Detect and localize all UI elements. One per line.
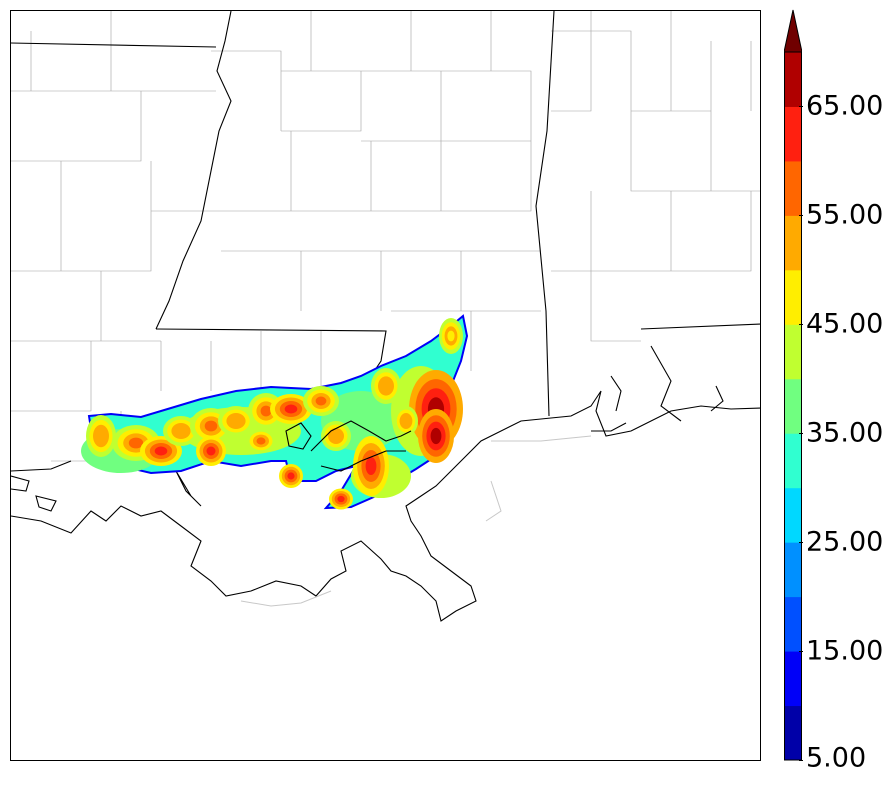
radar-storm-cells <box>81 318 463 510</box>
colorbar-segment <box>784 215 802 271</box>
colorbar-segment <box>784 542 802 598</box>
colorbar-tick-label: 45.00 <box>806 308 884 340</box>
radar-cell-core <box>331 431 341 441</box>
county-borders <box>11 11 760 462</box>
colorbar-segment <box>784 160 802 216</box>
colorbar-canvas <box>783 9 803 761</box>
colorbar-tick-label: 25.00 <box>806 526 884 558</box>
colorbar-tick-mark <box>799 651 803 653</box>
colorbar-segment <box>784 487 802 543</box>
colorbar-segment <box>784 651 802 707</box>
map-panel <box>10 10 761 761</box>
colorbar-tick-mark <box>799 542 803 544</box>
colorbar-segment <box>784 433 802 489</box>
radar-cell-core <box>337 495 345 503</box>
colorbar-segment <box>784 106 802 162</box>
radar-cell-core <box>96 429 106 443</box>
state-borders <box>11 11 760 472</box>
colorbar-segment <box>784 52 802 107</box>
lake-outline <box>285 420 412 472</box>
colorbar-tick-mark <box>799 215 803 217</box>
radar-cell-core <box>204 420 218 432</box>
radar-cell-core <box>206 446 216 456</box>
radar-cell-core <box>128 437 144 449</box>
colorbar-tick-label: 65.00 <box>806 90 884 122</box>
colorbar-tick-label: 35.00 <box>806 417 884 449</box>
map-canvas <box>11 11 760 622</box>
radar-reflectivity-field <box>81 314 469 510</box>
radar-cell-core <box>381 380 391 392</box>
shoals <box>240 435 592 607</box>
radar-cell-core <box>256 437 266 445</box>
colorbar-segment <box>784 596 802 652</box>
colorbar-tick-mark <box>799 324 803 326</box>
colorbar-segment <box>784 378 802 434</box>
colorbar <box>783 8 803 762</box>
radar-cell-core <box>284 404 298 414</box>
radar-cell-core <box>430 427 442 445</box>
radar-cell-core <box>260 405 272 417</box>
colorbar-outline <box>784 51 802 761</box>
colorbar-tick-label: 15.00 <box>806 635 884 667</box>
radar-cell-core <box>402 416 410 426</box>
radar-cell-core <box>175 426 187 436</box>
coastline <box>11 345 760 622</box>
radar-cell-core <box>315 396 327 406</box>
radar-cell-core <box>154 446 168 456</box>
colorbar-segment <box>784 324 802 380</box>
radar-cell-core <box>230 416 242 426</box>
radar-cell-core <box>365 457 377 475</box>
colorbar-tick-mark <box>799 760 803 761</box>
colorbar-extend-arrow <box>783 9 803 53</box>
colorbar-segment <box>784 705 802 761</box>
radar-cell-core <box>447 330 455 342</box>
colorbar-tick-label: 55.00 <box>806 199 884 231</box>
colorbar-tick-mark <box>799 106 803 108</box>
colorbar-segment <box>784 269 802 325</box>
colorbar-tick-mark <box>799 433 803 435</box>
radar-cell-core <box>287 472 295 480</box>
colorbar-tick-label: 5.00 <box>806 742 867 774</box>
